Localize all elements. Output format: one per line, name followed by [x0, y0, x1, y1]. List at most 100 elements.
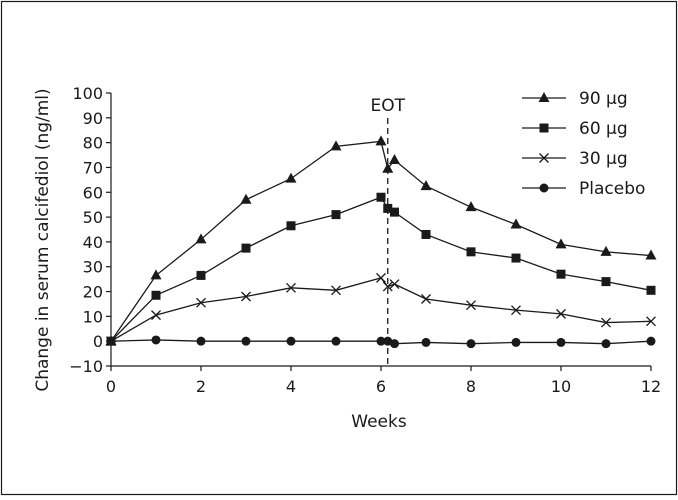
y-tick-label: 70: [83, 158, 103, 177]
data-point-90-g: [150, 269, 162, 280]
x-marker-stroke: [196, 297, 206, 308]
data-point-90-g: [285, 172, 297, 183]
data-point-placebo: [421, 337, 431, 347]
data-point-60-g: [286, 221, 296, 231]
legend-item-60-g: 60 µg: [522, 119, 628, 139]
x-tick-label: 2: [196, 377, 206, 396]
x-marker-stroke: [421, 294, 431, 304]
data-point-90-g: [510, 218, 522, 229]
y-tick-label: 10: [83, 307, 103, 326]
data-point-placebo: [331, 336, 341, 346]
data-point-30-g: [376, 272, 386, 283]
legend-item-placebo: Placebo: [522, 179, 645, 199]
x-marker-stroke: [601, 317, 611, 328]
data-point-60-g: [151, 290, 161, 300]
data-point-90-g: [240, 193, 252, 204]
data-point-60-g: [646, 285, 656, 295]
data-point-60-g: [421, 229, 431, 239]
data-point-90-g: [465, 201, 477, 212]
data-point-60-g: [331, 210, 341, 220]
data-point-90-g: [420, 180, 432, 191]
series-group: [105, 135, 657, 349]
series-90-g: [105, 135, 657, 346]
x-axis-label: Weeks: [351, 412, 407, 432]
data-point-placebo: [511, 337, 521, 347]
data-point-placebo: [556, 337, 566, 347]
x-marker-stroke: [331, 285, 341, 296]
y-tick-label: 30: [83, 258, 103, 277]
data-point-placebo: [376, 336, 386, 346]
legend-marker: [539, 153, 549, 163]
x-tick-label: 8: [466, 377, 476, 396]
data-point-30-g: [646, 316, 656, 327]
data-point-30-g: [466, 300, 476, 311]
legend-label: 60 µg: [579, 119, 628, 139]
data-point-60-g: [556, 269, 566, 279]
data-point-placebo: [383, 336, 393, 346]
data-point-placebo: [151, 335, 161, 345]
y-tick-label: 60: [83, 183, 103, 202]
data-point-30-g: [286, 282, 296, 293]
data-point-placebo: [241, 336, 251, 346]
data-point-30-g: [389, 279, 400, 290]
y-tick-label: −10: [69, 357, 103, 376]
data-point-60-g: [390, 207, 399, 217]
data-point-placebo: [466, 339, 476, 349]
x-marker-stroke: [466, 300, 476, 311]
data-point-90-g: [600, 245, 612, 256]
data-point-30-g: [511, 305, 521, 316]
data-point-60-g: [466, 247, 476, 257]
data-point-90-g: [375, 135, 387, 146]
data-point-placebo: [601, 339, 611, 349]
series-30-g: [106, 272, 656, 347]
legend-label: 90 µg: [579, 89, 628, 109]
x-tick-label: 6: [376, 377, 386, 396]
x-marker-stroke: [556, 308, 566, 319]
data-point-60-g: [376, 192, 386, 202]
legend-label: Placebo: [579, 179, 645, 199]
legend-label: 30 µg: [579, 149, 628, 169]
data-point-placebo: [286, 336, 296, 346]
eot-label: EOT: [370, 96, 405, 116]
legend-marker: [539, 183, 549, 193]
legend-marker: [539, 123, 549, 133]
legend-item-90-g: 90 µg: [522, 89, 628, 109]
data-point-30-g: [331, 285, 341, 296]
data-point-30-g: [421, 294, 431, 304]
legend-item-30-g: 30 µg: [522, 149, 628, 169]
x-tick-label: 10: [551, 377, 571, 396]
x-marker-stroke: [376, 272, 386, 283]
data-point-placebo: [390, 339, 399, 349]
x-marker-stroke: [286, 282, 296, 293]
data-point-60-g: [196, 270, 206, 280]
legend-marker: [538, 92, 550, 102]
x-marker-stroke: [511, 305, 521, 316]
data-point-90-g: [645, 249, 657, 260]
data-point-30-g: [196, 297, 206, 308]
legend: 90 µg 60 µg 30 µg Placebo: [522, 89, 645, 199]
data-point-90-g: [330, 140, 342, 151]
data-point-30-g: [241, 291, 251, 302]
data-point-30-g: [601, 317, 611, 328]
y-tick-label: 100: [72, 84, 103, 103]
data-point-90-g: [555, 238, 567, 249]
y-tick-label: 50: [83, 208, 103, 227]
y-tick-label: 80: [83, 134, 103, 153]
data-point-placebo: [646, 336, 656, 346]
x-marker-stroke: [151, 310, 161, 321]
data-point-90-g: [105, 335, 117, 346]
data-point-30-g: [382, 281, 393, 292]
x-marker-stroke: [539, 153, 549, 163]
x-marker-stroke: [382, 281, 393, 292]
eot-annotation: EOT: [370, 96, 406, 366]
data-point-60-g: [511, 253, 521, 263]
data-point-placebo: [196, 336, 206, 346]
data-point-30-g: [556, 308, 566, 319]
y-tick-label: 0: [93, 332, 103, 351]
data-point-30-g: [151, 310, 161, 321]
data-point-60-g: [601, 277, 611, 287]
x-tick-label: 4: [286, 377, 296, 396]
